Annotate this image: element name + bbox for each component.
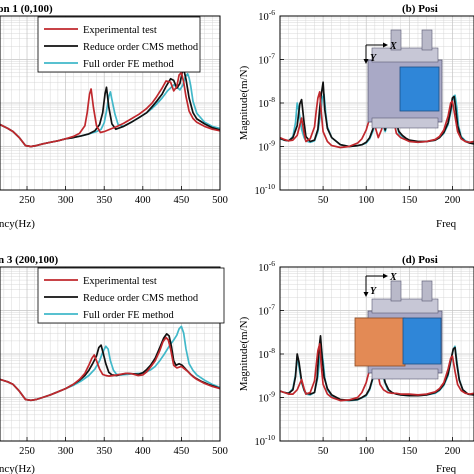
- panel-c-series-fe: [0, 325, 221, 402]
- panel-d-xtick-label: 100: [358, 446, 374, 457]
- panel-c-xtick-label: 500: [212, 446, 228, 457]
- panel-b-title: (b) Posi: [402, 3, 438, 15]
- panel-d-ytick-label: 10-9: [258, 390, 275, 405]
- panel-b-ytick-label: 10-9: [258, 139, 275, 154]
- panel-b-structure-inset: X Y: [363, 29, 443, 129]
- panel-b: 50 100 150 200 10-10 10-9 10-8 10-7 10-6 (b) Pos…: [238, 3, 474, 230]
- panel-b-ytick-label: 10-7: [258, 52, 275, 67]
- panel-b-moving-block: [399, 66, 440, 112]
- panel-d-title: (d) Posi: [402, 254, 438, 266]
- panel-d-xtick-label: 50: [318, 446, 329, 457]
- panel-b-ylabel: Magnitude(m/N): [238, 65, 250, 140]
- panel-d-structure-rail-top: [371, 298, 439, 314]
- panel-d-ytick-label: 10-10: [255, 433, 276, 448]
- panel-b-inset-y-label: Y: [370, 53, 377, 64]
- panel-b-inset-y-arrowhead: [363, 59, 369, 64]
- panel-d-moving-block: [402, 317, 442, 365]
- panel-c-series-experimental: [0, 336, 221, 402]
- panel-b-inset-x-label: X: [389, 41, 397, 52]
- panel-c-xlabel: ency(Hz): [0, 463, 35, 474]
- panel-d-structure-rail-bottom: [371, 368, 439, 380]
- panel-a-series: [0, 68, 221, 148]
- panel-d-inset-y-arrowhead: [363, 292, 369, 297]
- panel-c-title: n 3 (200,100): [0, 254, 59, 266]
- panel-c-xtick-label: 400: [135, 446, 151, 457]
- panel-b-motor-1: [390, 29, 402, 51]
- panel-a-ticks: 250 300 350 400 450 500: [19, 186, 228, 206]
- panel-c-legend-label-cms: Reduce order CMS method: [83, 293, 199, 304]
- panel-c-xtick-label: 350: [96, 446, 112, 457]
- panel-a-title: on 1 (0,100): [0, 3, 53, 15]
- panel-c-legend: Experimental test Reduce order CMS metho…: [37, 267, 225, 324]
- panel-a-legend-label-experimental: Experimental test: [83, 25, 157, 36]
- panel-b-inset-x-arrowhead: [383, 42, 388, 48]
- panel-b-xtick-label: 150: [401, 195, 417, 206]
- panel-a-xlabel: ency(Hz): [0, 218, 35, 230]
- panel-b-structure-rail-bottom: [371, 117, 439, 129]
- panel-b-xtick-label: 50: [318, 195, 329, 206]
- panel-b-xtick-label: 200: [445, 195, 461, 206]
- panel-a-legend: Experimental test Reduce order CMS metho…: [37, 16, 201, 73]
- panel-d-inset-x-label: X: [389, 272, 397, 283]
- panel-d-ticks: 50 100 150 200 10-10 10-9 10-8 10-7 10-6: [255, 259, 461, 457]
- panel-d-xtick-label: 200: [445, 446, 461, 457]
- panel-a-axes-frame: [0, 15, 221, 191]
- panel-a-xtick-label: 400: [135, 195, 151, 206]
- panel-c-xtick-label: 250: [19, 446, 35, 457]
- panel-b-motor-2: [421, 29, 433, 51]
- panel-b-ytick-label: 10-6: [258, 8, 275, 23]
- panel-a-legend-label-cms: Reduce order CMS method: [83, 42, 199, 53]
- panel-b-ytick-label: 10-10: [255, 182, 276, 197]
- panel-a-series-cms: [0, 68, 221, 148]
- panel-b-xtick-label: 100: [358, 195, 374, 206]
- panel-d-xtick-label: 150: [401, 446, 417, 457]
- panel-c: 250 300 350 400 450 500 n 3 (200,100) ency(Hz…: [0, 254, 228, 474]
- panel-d-motor-1: [390, 280, 402, 302]
- panel-a: 250 300 350 400 450 500 on 1 (0,100) ency(Hz)…: [0, 3, 228, 230]
- panel-b-xlabel: Freq: [436, 218, 457, 230]
- panel-a-xtick-label: 250: [19, 195, 35, 206]
- panel-d-inset-x-arrowhead: [383, 273, 388, 279]
- panel-a-xtick-label: 500: [212, 195, 228, 206]
- panel-a-series-experimental: [0, 71, 221, 148]
- panel-c-legend-label-fe: Full order FE method: [83, 310, 174, 321]
- panel-d: 50 100 150 200 10-10 10-9 10-8 10-7 10-6 (d) Pos…: [238, 254, 474, 474]
- panel-c-ticks: 250 300 350 400 450 500: [19, 437, 228, 457]
- panel-d-orange-part: [354, 317, 406, 367]
- panel-c-series: [0, 325, 221, 402]
- panel-a-xtick-label: 300: [58, 195, 74, 206]
- panel-d-ytick-label: 10-6: [258, 259, 275, 274]
- panel-d-inset-y-label: Y: [370, 286, 377, 297]
- panel-a-xtick-label: 450: [174, 195, 190, 206]
- panel-a-xtick-label: 350: [96, 195, 112, 206]
- panel-b-ticks: 50 100 150 200 10-10 10-9 10-8 10-7 10-6: [255, 8, 461, 206]
- panel-d-ytick-label: 10-7: [258, 303, 275, 318]
- panel-c-xtick-label: 450: [174, 446, 190, 457]
- panel-d-structure-inset: X Y: [354, 272, 443, 380]
- panel-d-ylabel: Magnitude(m/N): [238, 316, 250, 391]
- panel-d-motor-2: [421, 280, 433, 302]
- panel-c-axes-frame: [0, 266, 221, 442]
- panel-a-legend-label-fe: Full order FE method: [83, 59, 174, 70]
- panel-c-xtick-label: 300: [58, 446, 74, 457]
- panel-d-xlabel: Freq: [436, 463, 457, 474]
- panel-c-legend-label-experimental: Experimental test: [83, 276, 157, 287]
- panel-d-ytick-label: 10-8: [258, 346, 275, 361]
- panel-b-structure-rail-top: [371, 47, 439, 63]
- panel-b-ytick-label: 10-8: [258, 95, 275, 110]
